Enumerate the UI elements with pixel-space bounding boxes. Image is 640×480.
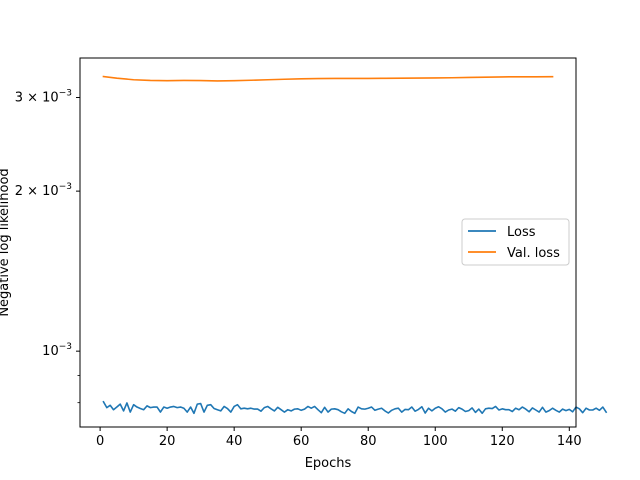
- axes-frame: [79, 57, 577, 428]
- y-axis-label: Negative log likelihood: [0, 168, 12, 316]
- x-axis-label: Epochs: [305, 456, 352, 471]
- axes-layer: 0 20 40 60 80 100 120 140 10−3 2 × 10−3 3 × 10−3: [15, 57, 582, 449]
- x-tick-label: 60: [293, 434, 310, 449]
- x-tick-label: 120: [490, 434, 515, 449]
- series-line-2: [102, 75, 554, 82]
- y-tick-label: 3 × 10−3: [15, 89, 72, 106]
- x-tick-label: 100: [423, 434, 448, 449]
- x-tick-label: 0: [96, 434, 104, 449]
- x-tick-label: 80: [360, 434, 377, 449]
- legend-label-1: Loss: [507, 225, 536, 240]
- legend: Loss Val. loss: [461, 218, 570, 266]
- series-layer: [102, 75, 608, 415]
- x-tick-label: 20: [159, 434, 176, 449]
- x-tick-label: 140: [557, 434, 582, 449]
- legend-label-2: Val. loss: [507, 246, 560, 261]
- y-tick-label: 10−3: [42, 342, 72, 359]
- x-tick-label: 40: [226, 434, 243, 449]
- series-line-1: [102, 400, 608, 415]
- y-tick-label: 2 × 10−3: [15, 182, 72, 199]
